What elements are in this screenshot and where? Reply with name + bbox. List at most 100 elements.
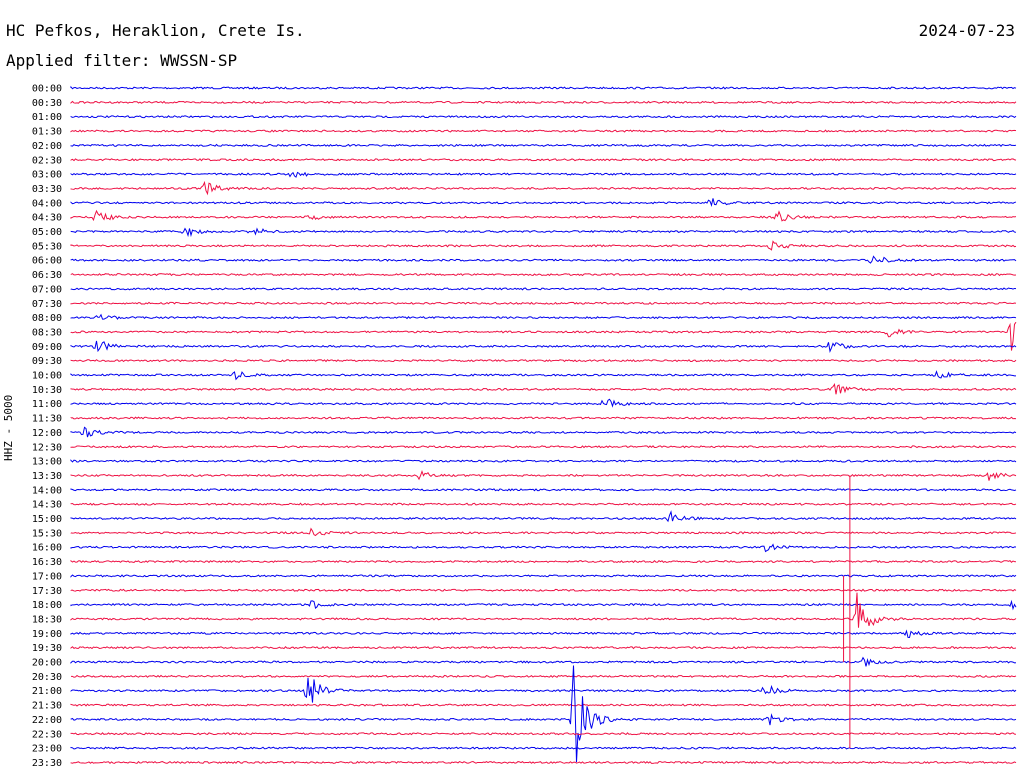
time-tick-label: 04:30 <box>32 213 62 224</box>
time-tick-label: 08:30 <box>32 327 62 338</box>
time-tick-label: 03:00 <box>32 170 62 181</box>
seismogram-trace <box>70 502 1017 506</box>
seismogram-trace <box>70 426 1017 438</box>
time-tick-label: 05:00 <box>32 227 62 238</box>
time-tick-label: 11:30 <box>32 414 62 425</box>
seismogram-trace <box>70 527 1017 537</box>
seismogram-trace <box>70 760 1017 765</box>
time-tick-label: 05:30 <box>32 241 62 252</box>
time-tick-label: 23:30 <box>32 758 62 769</box>
seismogram-trace <box>70 459 1017 463</box>
seismogram-trace <box>70 746 1017 750</box>
seismogram-trace <box>70 340 1017 353</box>
time-tick-label: 19:00 <box>32 629 62 640</box>
seismogram-trace <box>70 703 1017 707</box>
seismogram-trace <box>70 656 1017 667</box>
time-tick-label: 07:00 <box>32 284 62 295</box>
time-tick-label: 09:30 <box>32 356 62 367</box>
time-tick-label: 00:00 <box>32 84 62 95</box>
time-tick-label: 21:30 <box>32 701 62 712</box>
time-tick-label: 16:30 <box>32 557 62 568</box>
time-tick-label: 13:00 <box>32 457 62 468</box>
time-tick-label: 11:00 <box>32 399 62 410</box>
seismogram-trace <box>70 85 1017 90</box>
time-tick-label: 21:00 <box>32 686 62 697</box>
seismogram-trace <box>70 287 1017 291</box>
seismogram-trace <box>70 370 1017 381</box>
seismogram-trace <box>70 629 1017 638</box>
time-tick-label: 01:30 <box>32 127 62 138</box>
seismogram-trace <box>70 674 1017 678</box>
seismogram-trace <box>70 240 1017 251</box>
time-tick-label: 22:30 <box>32 729 62 740</box>
station-title: HC Pefkos, Heraklion, Crete Is. <box>6 21 305 40</box>
time-tick-label: 23:00 <box>32 744 62 755</box>
time-tick-label: 15:00 <box>32 514 62 525</box>
seismogram-trace <box>70 255 1017 264</box>
time-tick-label: 15:30 <box>32 528 62 539</box>
seismogram-trace <box>70 646 1017 650</box>
time-tick-label: 06:30 <box>32 270 62 281</box>
record-date: 2024-07-23 <box>918 21 1015 40</box>
time-tick-label: 20:30 <box>32 672 62 683</box>
time-tick-label: 14:00 <box>32 485 62 496</box>
time-tick-label: 16:00 <box>32 543 62 554</box>
seismogram-trace <box>70 677 1017 703</box>
time-tick-label: 12:00 <box>32 428 62 439</box>
seismogram-trace <box>70 382 1017 395</box>
seismogram-trace <box>70 100 1017 104</box>
time-tick-label: 02:30 <box>32 155 62 166</box>
time-tick-label: 19:30 <box>32 643 62 654</box>
seismogram-trace <box>70 115 1017 119</box>
time-tick-label: 22:00 <box>32 715 62 726</box>
seismogram-trace <box>70 510 1017 523</box>
seismogram-trace <box>70 543 1017 553</box>
time-tick-label: 10:30 <box>32 385 62 396</box>
time-tick-label: 04:00 <box>32 198 62 209</box>
seismogram-trace <box>70 732 1017 736</box>
seismogram-trace <box>70 272 1017 277</box>
time-tick-label: 14:30 <box>32 500 62 511</box>
time-tick-label: 18:00 <box>32 600 62 611</box>
seismogram-trace <box>70 171 1017 178</box>
seismogram-trace <box>70 143 1017 147</box>
seismogram-trace <box>70 665 1017 763</box>
seismogram-trace <box>70 180 1017 196</box>
seismogram-trace <box>70 398 1017 408</box>
time-tick-label: 06:00 <box>32 256 62 267</box>
time-tick-label: 08:00 <box>32 313 62 324</box>
seismogram-trace <box>70 158 1017 162</box>
time-tick-label: 01:00 <box>32 112 62 123</box>
seismogram-trace <box>70 198 1017 208</box>
seismogram-trace <box>70 574 1017 578</box>
time-tick-label: 10:00 <box>32 371 62 382</box>
seismogram-trace <box>70 592 1017 628</box>
time-tick-label: 17:00 <box>32 571 62 582</box>
time-tick-label: 20:00 <box>32 658 62 669</box>
seismogram-trace <box>70 469 1017 481</box>
seismogram-trace <box>70 129 1017 133</box>
seismogram-trace <box>70 488 1017 492</box>
time-tick-label: 17:30 <box>32 586 62 597</box>
time-tick-label: 13:30 <box>32 471 62 482</box>
seismogram-trace <box>70 209 1017 222</box>
seismogram-trace <box>70 321 1017 351</box>
seismogram-trace <box>70 416 1017 420</box>
filter-label: Applied filter: WWSSN-SP <box>6 51 238 70</box>
time-tick-label: 09:00 <box>32 342 62 353</box>
seismogram-trace <box>70 301 1017 305</box>
seismogram-trace <box>70 359 1017 363</box>
time-tick-label: 18:30 <box>32 614 62 625</box>
seismogram-trace <box>70 445 1017 449</box>
time-tick-label: 12:30 <box>32 442 62 453</box>
time-tick-label: 07:30 <box>32 299 62 310</box>
seismogram-trace <box>70 599 1017 611</box>
seismogram-trace <box>70 313 1017 320</box>
seismogram-trace <box>70 227 1017 238</box>
seismogram-trace <box>70 559 1017 564</box>
seismogram-trace <box>70 588 1017 592</box>
time-tick-label: 00:30 <box>32 98 62 109</box>
time-tick-label: 03:30 <box>32 184 62 195</box>
time-tick-label: 02:00 <box>32 141 62 152</box>
